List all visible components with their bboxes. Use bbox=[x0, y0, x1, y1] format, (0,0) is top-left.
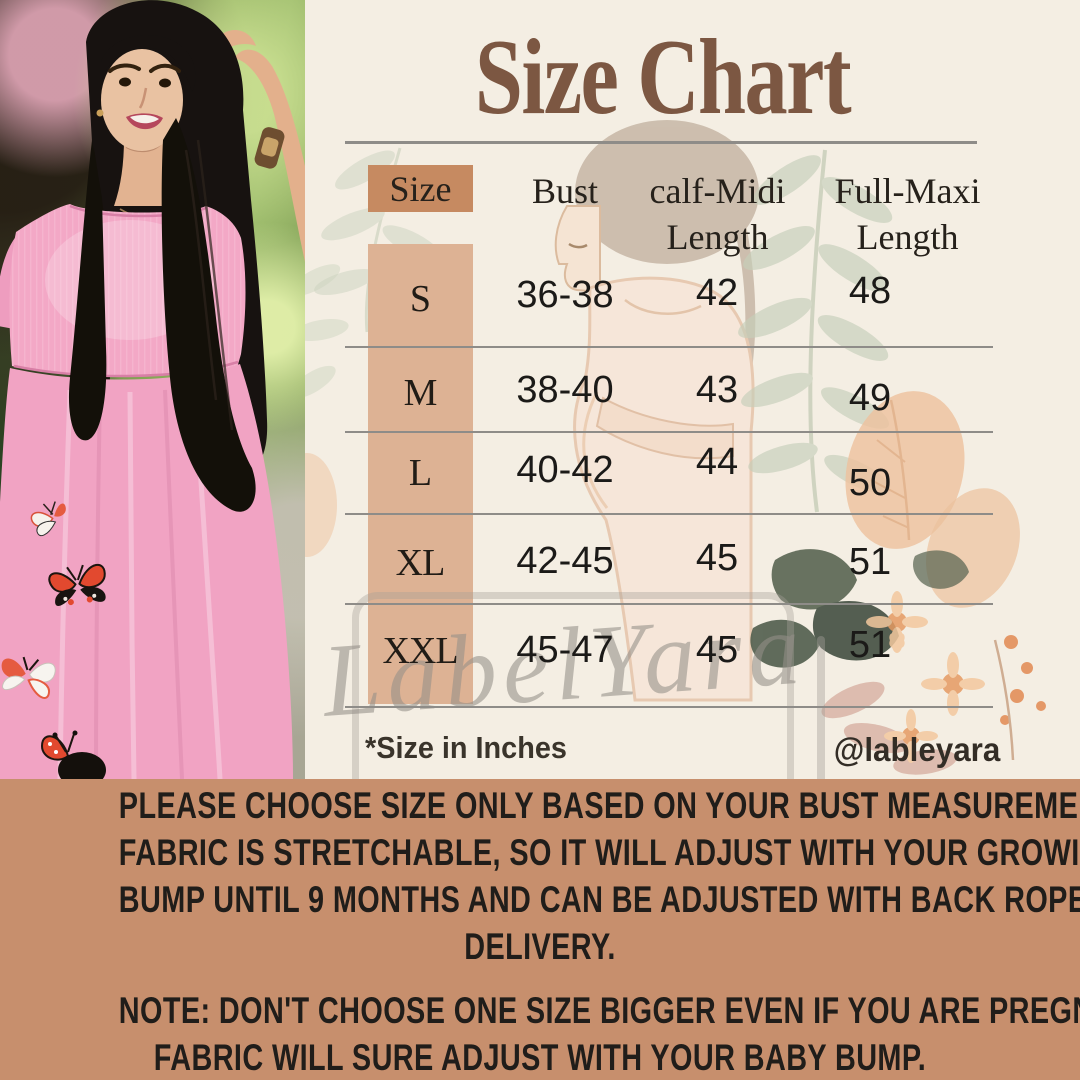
peach-leaf-left-edge bbox=[305, 453, 337, 557]
banner-line: NOTE: DON'T CHOOSE ONE SIZE BIGGER EVEN … bbox=[118, 990, 1080, 1031]
orange-buds bbox=[1000, 635, 1046, 725]
size-label-m: M bbox=[403, 372, 438, 414]
column-header-midi-line2: Length bbox=[666, 217, 769, 257]
cell-bust-xl: 42-45 bbox=[516, 540, 614, 582]
title-underline bbox=[345, 141, 977, 144]
flower-cluster bbox=[821, 591, 1046, 775]
column-header-maxi-line1: Full-Maxi bbox=[834, 171, 981, 211]
cell-midi-m: 43 bbox=[695, 369, 739, 411]
column-header-bust: Bust bbox=[531, 171, 599, 211]
column-header-midi-line1: calf-Midi bbox=[649, 171, 786, 211]
panel-background-illustration bbox=[305, 120, 1046, 775]
watermark-frame bbox=[352, 592, 794, 779]
model-photo bbox=[0, 0, 305, 779]
banner-line: FABRIC IS STRETCHABLE, SO IT WILL ADJUST… bbox=[118, 832, 1080, 873]
row-divider bbox=[345, 603, 993, 605]
column-header-size: Size bbox=[389, 169, 452, 209]
cell-bust-s: 36-38 bbox=[516, 274, 614, 316]
wrist-watch bbox=[254, 127, 285, 169]
peach-daisies bbox=[866, 591, 985, 763]
earring bbox=[96, 109, 104, 117]
banner-line: PLEASE CHOOSE SIZE ONLY BASED ON YOUR BU… bbox=[118, 785, 1080, 826]
model-face bbox=[96, 34, 196, 219]
leaf-frond-right bbox=[738, 149, 893, 513]
table-bottom-divider bbox=[345, 706, 993, 708]
cell-bust-m: 38-40 bbox=[516, 369, 614, 411]
size-label-l: L bbox=[408, 452, 432, 494]
size-label-xl: XL bbox=[395, 542, 446, 584]
cell-bust-l: 40-42 bbox=[516, 449, 614, 491]
cell-maxi-s: 48 bbox=[848, 270, 892, 312]
row-divider bbox=[345, 431, 993, 433]
banner-line: BUMP UNTIL 9 MONTHS AND CAN BE ADJUSTED … bbox=[118, 879, 1080, 920]
size-label-s: S bbox=[409, 278, 431, 320]
instructions-banner: PLEASE CHOOSE SIZE ONLY BASED ON YOUR BU… bbox=[0, 779, 1080, 1080]
size-unit-note: *Size in Inches bbox=[365, 730, 567, 765]
banner-paragraph-note: NOTE: DON'T CHOOSE ONE SIZE BIGGER EVEN … bbox=[0, 987, 1080, 1080]
size-chart-panel: LabelYara Size Chart Size Bust calf-Midi… bbox=[305, 0, 1080, 779]
cell-maxi-xxl: 51 bbox=[848, 624, 892, 666]
butterfly-bottom-partial bbox=[40, 730, 106, 779]
butterfly-small-white bbox=[30, 501, 66, 537]
cell-midi-l: 44 bbox=[695, 441, 739, 483]
cell-bust-xxl: 45-47 bbox=[516, 629, 614, 671]
banner-line: FABRIC WILL SURE ADJUST WITH YOUR BABY B… bbox=[153, 1037, 927, 1078]
butterfly-red-black bbox=[48, 564, 106, 606]
leaf-left-edge bbox=[305, 264, 349, 399]
size-column-band bbox=[368, 244, 473, 704]
model-figure-illustration bbox=[0, 0, 305, 779]
cell-maxi-l: 50 bbox=[848, 462, 892, 504]
instagram-handle: @lableyara bbox=[833, 731, 1000, 768]
size-header-highlight-box bbox=[368, 165, 473, 212]
model-hair-front bbox=[68, 118, 256, 512]
dark-monstera-leaves bbox=[750, 549, 969, 668]
row-divider bbox=[345, 513, 993, 515]
banner-line: DELIVERY. bbox=[464, 926, 616, 967]
pregnant-woman-lineart bbox=[554, 120, 759, 702]
cell-midi-xl: 45 bbox=[695, 537, 739, 579]
size-label-xxl: XXL bbox=[382, 630, 458, 672]
column-header-maxi-line2: Length bbox=[856, 217, 959, 257]
cell-midi-xxl: 45 bbox=[695, 629, 739, 671]
cell-maxi-m: 49 bbox=[848, 377, 892, 419]
butterfly-white-red bbox=[1, 656, 56, 699]
cell-maxi-xl: 51 bbox=[848, 541, 892, 583]
cell-midi-s: 42 bbox=[695, 272, 739, 314]
banner-paragraph-sizing: PLEASE CHOOSE SIZE ONLY BASED ON YOUR BU… bbox=[0, 782, 1080, 970]
row-divider bbox=[345, 346, 993, 348]
page-title: Size Chart bbox=[474, 18, 852, 137]
